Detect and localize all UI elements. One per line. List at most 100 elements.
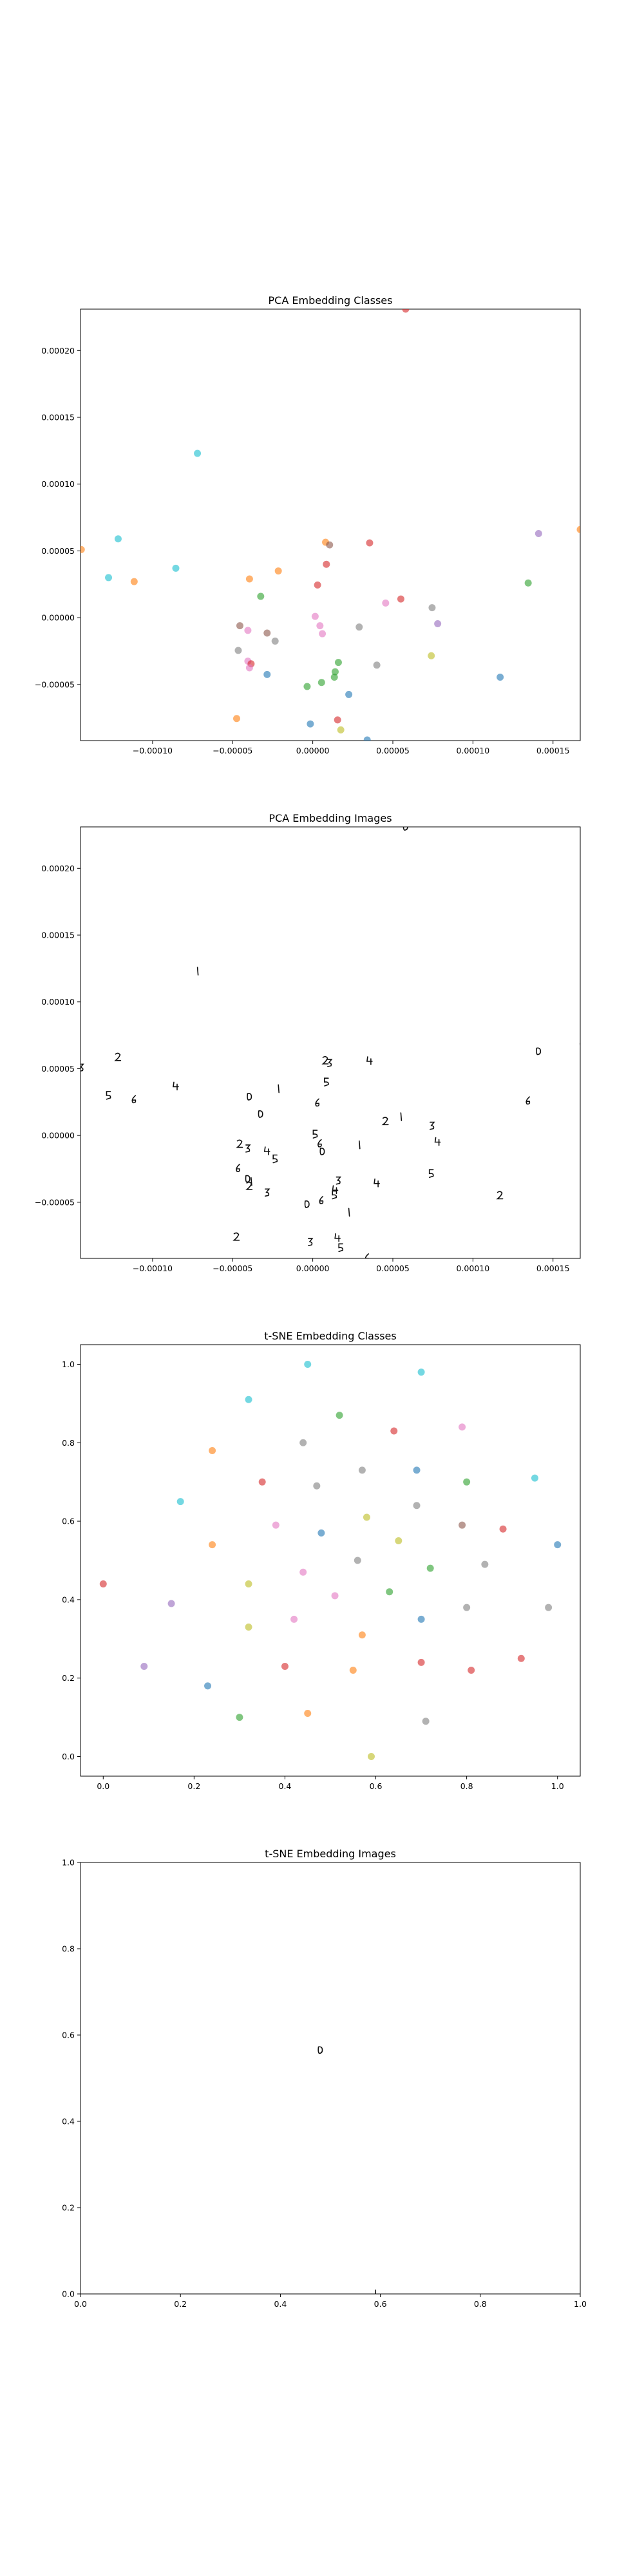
scatter-point [317,1529,325,1537]
scatter-point [481,1560,489,1568]
y-tick-label: 0.8 [62,1944,75,1954]
digit-image-marker [374,2289,377,2294]
digit-image-marker [114,1052,122,1061]
scatter-point [395,1537,402,1545]
scatter-point [355,623,363,631]
y-tick-label: 0.00000 [41,1131,75,1141]
digit-image-marker [308,1238,314,1246]
scatter-point [468,1667,475,1674]
x-tick-label: 0.4 [279,1781,292,1791]
x-tick-label: 0.00005 [376,746,410,755]
x-tick-label: 0.8 [460,1781,473,1791]
digit-image-marker [304,1200,310,1208]
tsne-classes-title: t-SNE Embedding Classes [264,1330,396,1342]
plot-frame [80,1862,581,2295]
scatter-point [331,668,339,676]
scatter-point [358,1466,366,1474]
scatter-point [426,1564,434,1572]
scatter-point [463,1604,471,1611]
digit-image-marker [173,1081,179,1091]
digit-image-marker [272,1154,278,1164]
scatter-point [167,1600,175,1607]
scatter-point [535,529,542,537]
scatter-point [194,450,202,457]
pca-images-title: PCA Embedding Images [269,812,392,824]
digit-image-marker [263,1146,270,1155]
scatter-point [209,1446,216,1454]
scatter-point [272,1521,279,1529]
y-tick-label: 0.00005 [41,1064,75,1074]
scatter-point [140,1662,148,1670]
scatter-point [330,673,338,681]
scatter-point [281,1662,289,1670]
scatter-point [80,545,85,553]
x-tick-label: 1.0 [574,2299,587,2309]
scatter-point [244,627,252,634]
digit-image-marker [402,827,408,831]
digit-image-marker [496,1191,504,1200]
x-tick-label: 0.00010 [457,746,490,755]
digit-image-marker [315,1098,320,1107]
digit-image-marker [245,1175,251,1183]
scatter-point [99,1580,107,1588]
scatter-point [463,1478,471,1486]
scatter-point [307,720,314,728]
scatter-point [345,690,353,698]
scatter-point [336,1412,343,1419]
x-tick-label: 0.00000 [296,1264,330,1273]
x-tick-label: −0.00010 [133,1264,173,1273]
digit-image-marker [80,1063,84,1072]
scatter-point [354,1557,361,1564]
digit-image-marker [236,1164,240,1172]
scatter-point [459,1521,466,1529]
digit-image-marker [245,1181,253,1190]
plot-frame [80,1344,581,1777]
scatter-point [554,1541,562,1549]
scatter-point [245,1624,252,1631]
scatter-points [80,827,580,1258]
x-tick-label: 0.8 [474,2299,487,2309]
y-tick-label: −0.00005 [35,679,75,689]
x-tick-label: 0.00015 [536,746,570,755]
y-tick-label: 0.00015 [41,931,75,940]
y-tick-label: 0.00015 [41,413,75,422]
scatter-point [236,1714,243,1721]
scatter-point [373,661,381,669]
x-tick-label: 1.0 [551,1781,564,1791]
y-tick-label: 0.00020 [41,346,75,355]
scatter-point [317,679,325,687]
digit-image-marker [332,1190,337,1200]
digit-image-marker [430,1121,435,1130]
scatter-point [499,1525,507,1533]
scatter-point [434,620,442,627]
scatter-point [366,539,374,547]
y-tick-label: 0.00005 [41,546,75,556]
y-tick-label: 0.6 [62,2031,75,2040]
scatter-point [390,1427,398,1435]
digit-image-marker [526,1096,531,1105]
y-tick-label: 0.4 [62,2117,75,2126]
scatter-point [303,683,311,690]
digit-image-marker [236,1139,243,1148]
scatter-point [271,637,279,645]
scatter-points [80,309,580,741]
y-tick-label: 0.00010 [41,997,75,1007]
y-tick-label: 1.0 [62,1359,75,1369]
pca-classes-title: PCA Embedding Classes [269,294,393,307]
x-tick-label: −0.00005 [213,1264,252,1273]
digit-image-marker [258,1110,263,1118]
digit-image-marker [232,1232,240,1241]
scatter-point [299,1568,307,1576]
plot-frame [80,826,581,1259]
scatter-point [382,599,390,607]
digit-image-marker [334,1233,341,1242]
digit-image-marker [106,1091,111,1100]
tsne-classes-panel: t-SNE Embedding Classes 0.0 0.2 0.4 0.6 0.8 1… [62,1330,581,1791]
digit-image-marker [428,1169,434,1179]
tsne-images-title: t-SNE Embedding Images [265,1848,396,1860]
scatter-point [517,1654,525,1662]
scatter-point [204,1682,212,1690]
digit-image-marker [317,2046,323,2054]
x-tick-label: 0.6 [374,2299,387,2309]
